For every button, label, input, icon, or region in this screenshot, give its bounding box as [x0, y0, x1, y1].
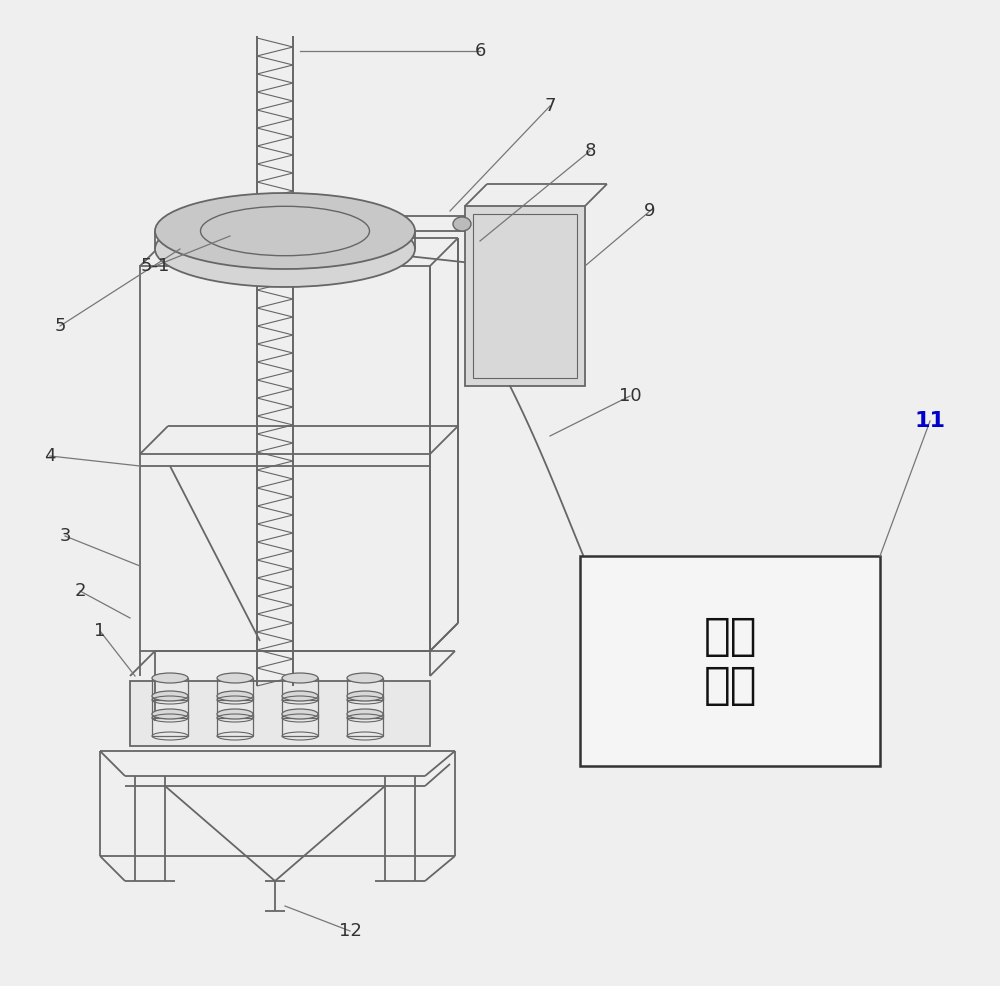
Bar: [217, 714, 253, 736]
Bar: [580, 556, 880, 766]
Ellipse shape: [347, 709, 383, 719]
Text: 2: 2: [74, 582, 86, 600]
Ellipse shape: [155, 193, 415, 269]
Bar: [140, 266, 430, 651]
Bar: [152, 714, 188, 736]
Text: 调控
装置: 调控 装置: [703, 614, 757, 707]
Ellipse shape: [217, 673, 253, 683]
Bar: [282, 714, 318, 736]
Text: 1: 1: [94, 622, 106, 640]
Bar: [152, 696, 188, 718]
Bar: [465, 206, 585, 386]
Ellipse shape: [152, 673, 188, 683]
Ellipse shape: [282, 709, 318, 719]
Text: 11: 11: [915, 411, 946, 431]
Bar: [347, 678, 383, 700]
Ellipse shape: [282, 691, 318, 701]
Text: 6: 6: [474, 42, 486, 60]
Ellipse shape: [155, 211, 415, 287]
Text: 8: 8: [584, 142, 596, 160]
Bar: [282, 678, 318, 700]
Ellipse shape: [152, 691, 188, 701]
Ellipse shape: [347, 673, 383, 683]
Text: 5-1: 5-1: [140, 257, 170, 275]
Bar: [473, 214, 577, 378]
Text: 5: 5: [54, 317, 66, 335]
Bar: [347, 696, 383, 718]
Ellipse shape: [453, 217, 471, 231]
Bar: [130, 681, 430, 746]
Text: 12: 12: [339, 922, 361, 940]
Text: 3: 3: [59, 527, 71, 545]
Bar: [347, 714, 383, 736]
Text: 10: 10: [619, 387, 641, 405]
Bar: [217, 696, 253, 718]
Ellipse shape: [282, 673, 318, 683]
Ellipse shape: [217, 709, 253, 719]
Text: 7: 7: [544, 97, 556, 115]
Ellipse shape: [217, 691, 253, 701]
Bar: [217, 678, 253, 700]
Ellipse shape: [152, 709, 188, 719]
Ellipse shape: [347, 691, 383, 701]
Bar: [282, 696, 318, 718]
Text: 9: 9: [644, 202, 656, 220]
Text: 4: 4: [44, 447, 56, 465]
Bar: [152, 678, 188, 700]
